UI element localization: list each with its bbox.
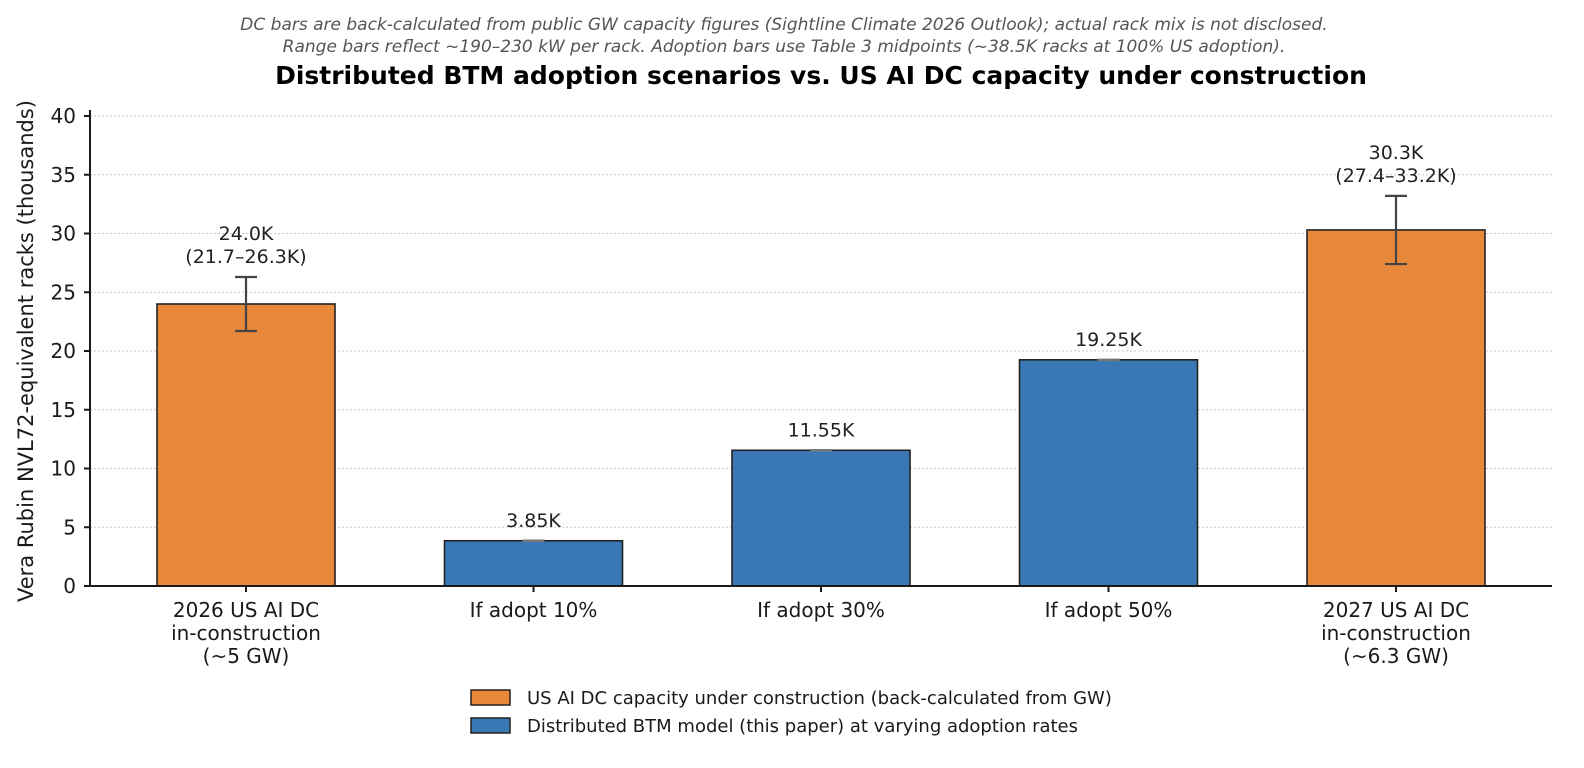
y-tick-label: 5 (63, 515, 76, 539)
data-label: 11.55K (788, 419, 855, 441)
y-ticks: 0 5 10 15 20 25 30 35 40 (51, 104, 90, 598)
x-tick-label: (~6.3 GW) (1343, 644, 1449, 668)
bar (731, 449, 911, 587)
bar (443, 539, 624, 587)
legend: US AI DC capacity under construction (ba… (470, 688, 1112, 737)
subtitle-line: DC bars are back-calculated from public … (240, 15, 1327, 35)
x-tick-label: If adopt 10% (470, 598, 598, 622)
bar (1018, 359, 1199, 587)
chart-title: Distributed BTM adoption scenarios vs. U… (275, 61, 1367, 90)
bar (1306, 229, 1486, 587)
y-tick-label: 35 (51, 163, 76, 187)
data-label: 19.25K (1075, 329, 1142, 351)
x-tick-label: in-construction (1321, 621, 1471, 645)
y-tick-label: 15 (51, 398, 76, 422)
y-tick-label: 10 (51, 457, 76, 481)
data-label: 3.85K (506, 510, 561, 532)
x-tick-label: If adopt 30% (757, 598, 885, 622)
y-axis-label: Vera Rubin NVL72-equivalent racks (thous… (14, 100, 38, 602)
legend-label: US AI DC capacity under construction (ba… (527, 688, 1112, 709)
x-tick-label: 2026 US AI DC (173, 598, 319, 622)
x-tick-label: (~5 GW) (203, 644, 290, 668)
data-label: (27.4–33.2K) (1335, 165, 1456, 187)
x-tick-label: If adopt 50% (1045, 598, 1173, 622)
data-label: (21.7–26.3K) (185, 246, 306, 268)
error-bars (235, 194, 1407, 543)
bars (156, 229, 1486, 587)
y-tick-label: 25 (51, 280, 76, 304)
data-label: 30.3K (1369, 142, 1424, 164)
y-tick-label: 30 (51, 222, 76, 246)
subtitle-line: Range bars reflect ~190–230 kW per rack.… (283, 37, 1286, 57)
data-label: 24.0K (219, 223, 274, 245)
x-tick-label: 2027 US AI DC (1323, 598, 1469, 622)
legend-label: Distributed BTM model (this paper) at va… (527, 716, 1078, 737)
x-tick-label: in-construction (171, 621, 321, 645)
legend-swatch (470, 717, 511, 734)
bar (156, 303, 336, 587)
legend-swatch (470, 689, 511, 706)
data-labels: 24.0K(21.7–26.3K) 3.85K 11.55K 19.25K 30.3K(… (185, 142, 1456, 532)
chart-subtitle: DC bars are back-calculated from public … (240, 15, 1327, 57)
y-tick-label: 0 (63, 574, 76, 598)
y-tick-label: 40 (51, 104, 76, 128)
y-tick-label: 20 (51, 339, 76, 363)
